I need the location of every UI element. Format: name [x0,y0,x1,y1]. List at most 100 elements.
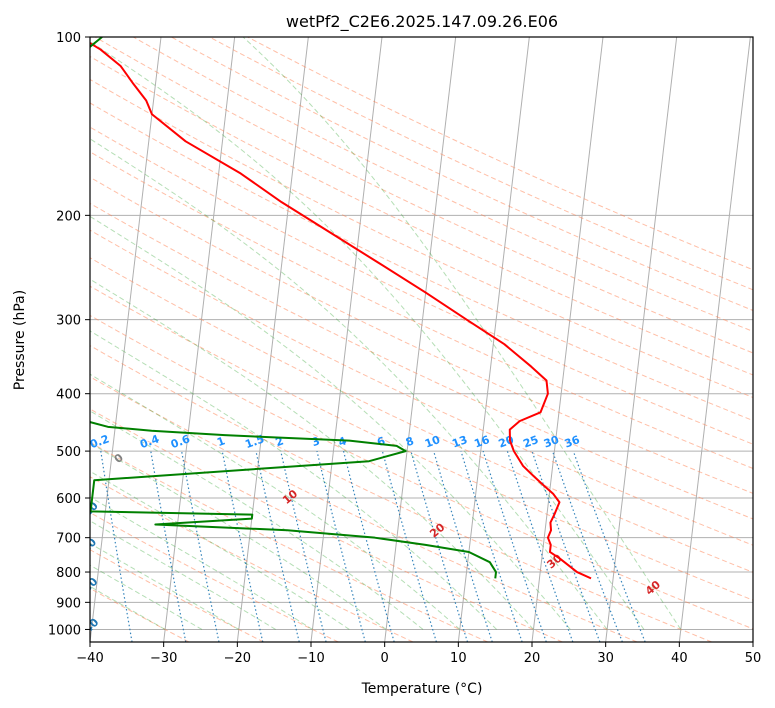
dry-adiabat [94,37,753,354]
moist-adiabat [90,330,497,630]
dry-adiabat [90,476,414,642]
dry-adiabat [90,345,712,642]
mixing-ratio-label: 36 [563,433,582,451]
y-tick-label: 400 [56,388,81,403]
mixing-ratio-label: 2 [274,434,286,449]
dry-adiabat [90,285,753,601]
moist-adiabat [90,564,203,630]
isotherm-line [163,37,236,642]
isotherm-line [457,37,530,642]
mixing-ratio-lines [100,450,646,642]
x-tick-label: −20 [224,651,251,666]
x-axis-label: Temperature (°C) [361,681,483,697]
dry-adiabat [90,55,753,376]
y-tick-label: 200 [56,209,81,224]
mixing-ratio-label: 4 [337,434,349,449]
dry-adiabat [247,37,753,271]
mixing-ratio-label: 13 [450,433,469,450]
dry-adiabat [90,78,753,399]
dry-adiabat [90,511,339,642]
skewed-isotherms [90,37,753,642]
mixing-ratio-line [531,450,601,642]
y-tick-label: 800 [56,566,81,581]
mixing-ratio-label: 0.4 [138,432,161,451]
moist-adiabat [90,215,571,630]
x-tick-label: −10 [297,651,324,666]
y-tick-label: 1000 [48,623,81,638]
mixing-ratio-line [482,450,547,642]
moist-adiabat [90,373,461,630]
dry-adiabat [90,229,753,546]
temperature-profile-line [90,41,592,580]
dry-adiabat [90,441,488,642]
dry-adiabat-label: -20 [76,535,99,558]
y-tick-label: 500 [56,445,81,460]
dry-adiabat [90,314,753,630]
mixing-ratio-line [255,450,300,642]
mixing-ratio-label: 30 [542,433,561,451]
mixing-ratio-label: 1 [215,434,227,449]
x-tick-label: −30 [150,651,177,666]
chart-title: wetPf2_C2E6.2025.147.09.26.E06 [286,12,558,32]
moist-adiabat [90,278,534,630]
mixing-ratio-label: 10 [423,433,442,451]
isotherm-line [678,37,751,642]
mixing-ratio-line [460,450,523,642]
mixing-ratio-line [221,450,264,642]
dry-adiabat [90,126,753,445]
dry-adiabat [90,376,638,642]
moist-adiabat [90,442,387,630]
isotherm-line [90,37,162,642]
mixing-ratio-label: 8 [404,434,416,449]
mixing-ratio-label: 3 [310,434,322,449]
x-tick-label: 0 [381,651,389,666]
y-axis-label: Pressure (hPa) [12,290,28,390]
dry-adiabat [90,176,753,494]
isotherm-line [310,37,383,642]
dry-adiabats [90,37,753,642]
y-tick-label: 700 [56,532,81,547]
x-tick-label: 50 [745,651,762,666]
mixing-ratio-line [506,450,574,642]
pressure-gridlines [90,37,753,630]
moist-adiabat [90,410,424,630]
dry-adiabat-label: -30 [77,575,100,598]
mixing-ratio-line [181,450,220,642]
mixing-ratio-line [280,450,327,642]
axes: −40 −30 −20 −10 0 10 20 30 40 5010020030040050060… [48,31,761,666]
mixing-ratio-label: 0.6 [169,432,192,451]
isotherm-line [605,37,678,642]
mixing-ratio-line [342,450,395,642]
mixing-ratio-line [410,450,469,642]
moist-adiabat [90,585,166,630]
y-tick-label: 100 [56,31,81,46]
y-tick-label: 600 [56,492,81,507]
y-tick-label: 300 [56,314,81,329]
plot-frame [89,36,754,643]
dry-adiabat-label: -40 [78,616,101,639]
mixing-ratio-label: 6 [375,434,387,449]
moist-adiabat [90,542,240,630]
mixing-ratio-line [316,450,366,642]
mixing-ratio-line [100,451,133,642]
moist-adiabat [90,520,276,630]
x-tick-label: 30 [597,651,614,666]
plot-area: 0.10.20.40.611.52346810131620253036-40-3… [76,37,753,642]
sounding-series [90,37,592,580]
moist-adiabat [242,37,682,630]
dewpoint-profile-line [90,37,498,579]
dry-adiabat [90,408,563,642]
y-tick-label: 900 [56,596,81,611]
mixing-ratio-line [381,450,437,642]
x-tick-label: 10 [450,651,467,666]
mixing-ratio-line [433,450,493,642]
isotherm-line [236,37,309,642]
isotherm-line [531,37,604,642]
moist-adiabat [90,470,350,630]
x-tick-label: 20 [524,651,541,666]
x-tick-label: 40 [671,651,688,666]
dry-adiabat [171,37,753,311]
mixing-ratio-line [150,450,187,642]
